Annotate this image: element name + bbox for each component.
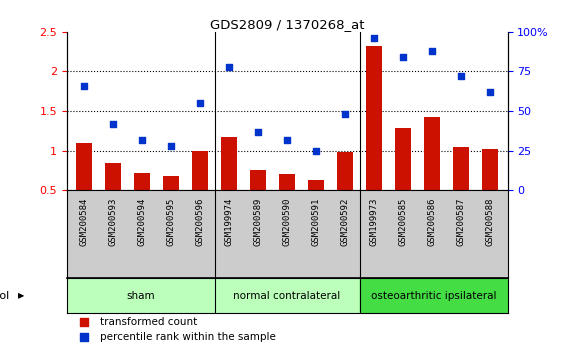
Text: GSM200596: GSM200596 (195, 197, 205, 246)
Bar (337, 152, 353, 190)
Point (79, 319, 89, 325)
Bar (424, 118, 440, 190)
Point (108, 121, 118, 127)
Text: GSM200594: GSM200594 (137, 197, 147, 246)
Bar (279, 175, 295, 190)
Point (166, 143, 176, 149)
Point (137, 137, 147, 142)
Bar (395, 129, 411, 190)
Text: GSM200587: GSM200587 (456, 197, 466, 246)
Text: protocol: protocol (0, 291, 9, 301)
Text: GSM200584: GSM200584 (79, 197, 89, 246)
Text: GSM200591: GSM200591 (311, 197, 321, 246)
Text: osteoarthritic ipsilateral: osteoarthritic ipsilateral (371, 291, 496, 301)
Text: GSM200590: GSM200590 (282, 197, 292, 246)
Bar (105, 162, 121, 190)
Bar (163, 176, 179, 190)
Text: GSM200586: GSM200586 (427, 197, 437, 246)
Point (340, 112, 350, 117)
Text: GSM200595: GSM200595 (166, 197, 176, 246)
Text: percentile rank within the sample: percentile rank within the sample (100, 332, 276, 342)
Bar (482, 149, 498, 190)
Bar (453, 147, 469, 190)
Text: GSM200588: GSM200588 (485, 197, 495, 246)
Point (427, 48, 437, 54)
Bar (76, 143, 92, 190)
Point (456, 73, 466, 79)
Point (369, 35, 379, 41)
Text: transformed count: transformed count (100, 317, 197, 327)
Point (253, 129, 263, 135)
Point (79, 83, 89, 88)
Point (398, 55, 408, 60)
Text: sham: sham (126, 291, 155, 301)
Text: GSM200585: GSM200585 (398, 197, 408, 246)
Bar (308, 180, 324, 190)
Text: GSM200589: GSM200589 (253, 197, 263, 246)
Text: GSM199973: GSM199973 (369, 197, 379, 246)
Text: GSM199974: GSM199974 (224, 197, 234, 246)
Title: GDS2809 / 1370268_at: GDS2809 / 1370268_at (210, 18, 364, 31)
Point (224, 64, 234, 69)
Text: GSM200593: GSM200593 (108, 197, 118, 246)
Bar (366, 46, 382, 190)
Bar (221, 137, 237, 190)
Point (195, 100, 205, 106)
Bar (134, 173, 150, 190)
Point (282, 137, 292, 142)
Point (311, 148, 321, 154)
Text: GSM200592: GSM200592 (340, 197, 350, 246)
Point (79, 334, 89, 339)
Text: normal contralateral: normal contralateral (234, 291, 340, 301)
Bar (250, 171, 266, 190)
Point (485, 89, 495, 95)
Bar (192, 151, 208, 190)
